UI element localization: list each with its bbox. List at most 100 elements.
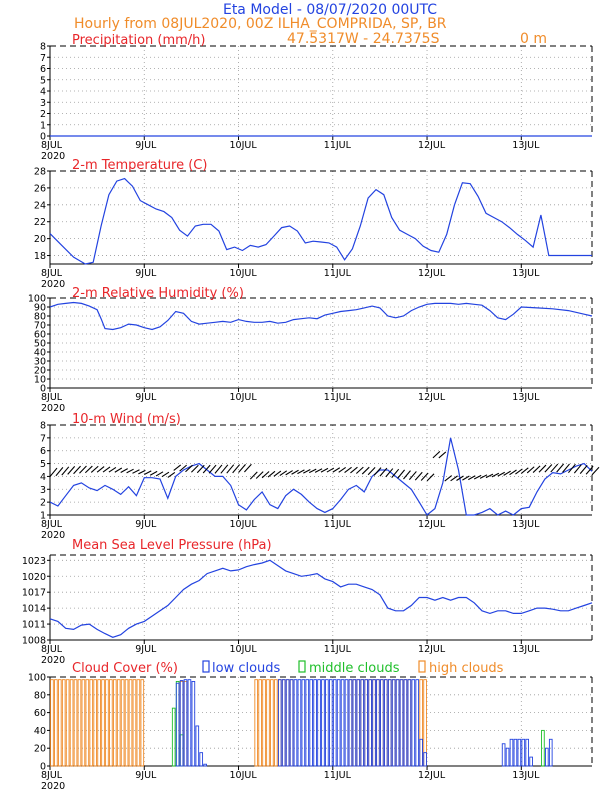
high-clouds-bar	[77, 679, 82, 767]
wind-arrow	[149, 470, 158, 476]
low-clouds-bar	[399, 679, 404, 767]
y-tick-label: 1017	[22, 588, 46, 599]
wind-arrow	[591, 466, 600, 476]
cloud-cover-panel: 0 20 40 60 80 100 8JUL 9JUL 10JUL 11JUL 12JUL 13JUL…	[28, 661, 593, 792]
low-clouds-bar	[411, 679, 416, 767]
x-tick-label: 9JUL	[135, 268, 157, 279]
y-tick-label: 90	[34, 303, 46, 314]
low-clouds-bar	[407, 679, 412, 767]
y-tick-label: 2	[40, 498, 46, 509]
wind-arrow	[138, 469, 146, 475]
wind-arrow	[573, 464, 582, 474]
x-tick-label: 11JUL	[324, 392, 352, 403]
low-clouds-bar	[501, 743, 506, 767]
wind-arrow	[314, 468, 323, 473]
low-clouds-bar	[348, 679, 353, 767]
panel-title: 2-m Relative Humidity (%)	[72, 286, 244, 301]
low-clouds-bar	[297, 679, 302, 767]
x-tick-label: 12JUL	[418, 140, 446, 151]
wind-arrow	[403, 470, 411, 480]
wind-arrow	[344, 466, 352, 474]
y-tick-label: 8	[40, 421, 46, 432]
low-clouds-bar	[289, 679, 294, 767]
wind-arrow	[338, 467, 346, 473]
wind-arrow	[255, 471, 264, 479]
wind-arrow	[450, 475, 458, 482]
y-tick-label: 30	[34, 357, 46, 368]
low-clouds-bar	[387, 679, 392, 767]
wind-arrow	[532, 465, 541, 473]
y-tick-label: 100	[28, 294, 46, 305]
wind-arrow	[161, 471, 170, 478]
x-tick-label: 8JUL	[41, 770, 63, 781]
wind-arrow	[285, 470, 293, 476]
x-year-label: 2020	[41, 781, 65, 792]
y-tick-label: 26	[34, 183, 46, 194]
panel-title: 10-m Wind (m/s)	[72, 412, 181, 427]
wind-arrow	[102, 466, 111, 473]
low-clouds-bar	[509, 738, 514, 767]
y-tick-label: 7	[40, 53, 46, 64]
y-tick-label: 40	[34, 348, 46, 359]
x-tick-label: 12JUL	[418, 519, 446, 530]
low-clouds-bar	[419, 738, 423, 767]
wind-arrow	[84, 465, 93, 474]
x-tick-label: 8JUL	[41, 268, 63, 279]
low-clouds-bar	[199, 752, 204, 767]
low-clouds-bar	[344, 679, 349, 767]
wind-arrow	[67, 466, 76, 475]
wind-arrow	[361, 466, 370, 475]
y-tick-label: 20	[34, 234, 46, 245]
panel-title: 2-m Temperature (C)	[72, 158, 207, 173]
x-tick-label: 13JUL	[512, 268, 540, 279]
high-clouds-bar	[89, 679, 94, 767]
y-tick-label: 1020	[22, 572, 46, 583]
low-clouds-bar	[175, 682, 180, 767]
wind-arrow	[420, 472, 429, 481]
main-title: Eta Model - 08/07/2020 00UTC	[223, 2, 437, 18]
y-tick-label: 1023	[22, 556, 46, 567]
y-tick-label: 6	[40, 446, 46, 457]
high-clouds-bar	[69, 679, 74, 767]
y-tick-label: 4	[40, 87, 46, 98]
wind-arrow	[90, 465, 99, 473]
low-clouds-bar	[305, 679, 310, 767]
high-clouds-bar	[258, 679, 262, 767]
wind-arrow	[462, 475, 470, 481]
wind-arrow	[497, 471, 506, 477]
wind-arrow	[544, 464, 553, 473]
low-clouds-bar	[380, 679, 384, 767]
wind-arrow	[179, 464, 187, 472]
wind-arrow	[214, 464, 223, 474]
low-clouds-bar	[395, 679, 400, 767]
x-tick-label: 9JUL	[135, 770, 157, 781]
x-tick-label: 10JUL	[230, 644, 258, 655]
wind-arrow	[326, 467, 335, 473]
low-clouds-bar	[391, 679, 396, 767]
subtitle: Hourly from 08JUL2020, 00Z ILHA_COMPRIDA…	[74, 16, 447, 32]
wind-arrow	[244, 463, 252, 473]
y-tick-label: 8	[40, 42, 46, 53]
wind-arrow	[114, 467, 123, 473]
wind-arrow	[509, 469, 517, 476]
coordinates: 47.5317W - 24.7375S	[287, 31, 440, 47]
wind-arrow	[61, 466, 70, 476]
mslp-series-line	[49, 559, 593, 638]
wind-arrow	[167, 472, 176, 478]
wind-arrow	[332, 467, 341, 473]
wind-arrow	[385, 468, 394, 478]
panel-title: Mean Sea Level Pressure (hPa)	[72, 538, 272, 553]
middle-clouds-bar	[171, 707, 176, 767]
wind-arrow	[479, 474, 488, 479]
wind-arrow	[562, 463, 570, 473]
wind-arrow	[303, 469, 311, 474]
x-tick-label: 10JUL	[230, 770, 258, 781]
wind-arrow	[261, 471, 270, 479]
wind-arrow	[126, 468, 134, 474]
middle-clouds-bar	[541, 729, 545, 767]
x-tick-label: 13JUL	[512, 140, 540, 151]
wind-arrow	[232, 464, 241, 474]
wind-arrow	[438, 451, 447, 459]
temperature-panel: 18 20 22 24 26 28 8JUL 9JUL 10JUL 11JUL 12JUL 13JUL…	[34, 158, 593, 290]
wind-arrow	[191, 464, 199, 473]
